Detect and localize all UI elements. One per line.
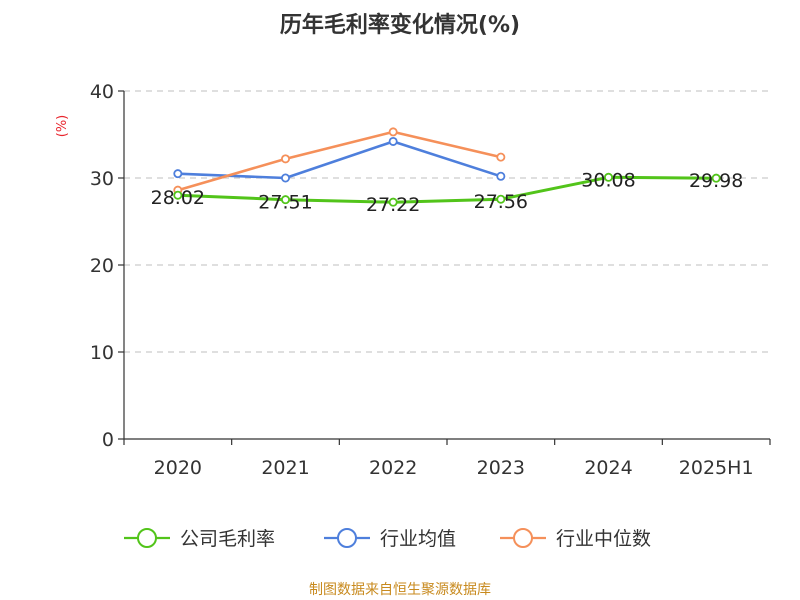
series-line-2 — [177, 130, 502, 192]
x-tick-label: 2022 — [369, 457, 417, 479]
x-tick-label: 2024 — [584, 457, 632, 479]
y-tick-label: 10 — [90, 342, 114, 364]
data-point — [604, 172, 614, 182]
x-tick-label: 2020 — [154, 457, 202, 479]
chart-title: 历年毛利率变化情况(%) — [280, 12, 520, 38]
y-axis-unit-label: (%) — [55, 115, 70, 138]
legend-label: 公司毛利率 — [180, 528, 275, 550]
x-tick-label: 2023 — [477, 457, 525, 479]
series-line-0 — [177, 175, 717, 204]
source-footer: 制图数据来自恒生聚源数据库 — [309, 582, 491, 598]
data-point — [280, 154, 290, 164]
data-point — [280, 195, 290, 205]
data-label: 28.02 — [151, 187, 205, 209]
data-label: 27.22 — [366, 194, 420, 216]
series-lines — [173, 127, 721, 207]
data-point — [711, 173, 721, 183]
x-tick-label: 2021 — [261, 457, 309, 479]
legend-marker — [513, 528, 533, 548]
data-label: 27.51 — [258, 192, 312, 214]
x-tick-label: 2025H1 — [679, 457, 754, 479]
data-labels: 28.02 27.51 27.22 27.56 30.08 29.98 — [151, 169, 744, 216]
y-tick-label: 0 — [102, 429, 114, 451]
data-point — [496, 171, 506, 181]
data-point — [496, 194, 506, 204]
legend: 公司毛利率 行业均值 行业中位数 — [124, 528, 651, 550]
y-tick-label: 40 — [90, 81, 114, 103]
gridlines — [124, 90, 770, 353]
data-point — [388, 136, 398, 146]
data-point — [173, 169, 183, 179]
y-tick-label: 30 — [90, 168, 114, 190]
legend-marker — [337, 528, 357, 548]
data-point — [173, 190, 183, 200]
axes: 0 10 20 30 40 2020 2021 2022 2023 2024 2025H1 — [90, 81, 771, 479]
legend-label: 行业中位数 — [556, 528, 651, 550]
data-label: 27.56 — [474, 191, 528, 213]
y-tick-label: 20 — [90, 255, 114, 277]
data-point — [496, 152, 506, 162]
data-point — [280, 173, 290, 183]
data-point — [388, 127, 398, 137]
legend-marker — [137, 528, 157, 548]
data-label: 30.08 — [581, 169, 635, 191]
data-point — [388, 197, 398, 207]
data-label: 29.98 — [689, 170, 743, 192]
legend-label: 行业均值 — [380, 528, 456, 550]
